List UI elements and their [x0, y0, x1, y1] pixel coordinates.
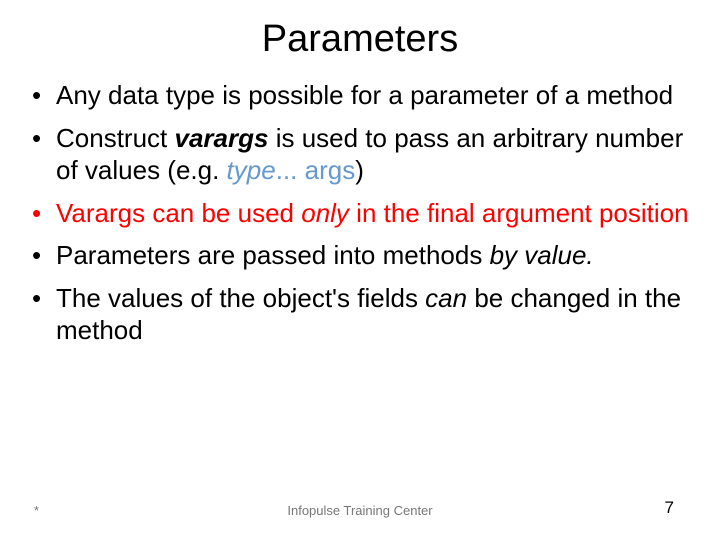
bullet-emph: only: [301, 198, 349, 228]
bullet-item: The values of the object's fields can be…: [28, 282, 692, 347]
bullet-text: The values of the object's fields: [56, 283, 425, 313]
bullet-text: Parameters are passed into methods: [56, 240, 490, 270]
slide-footer: * Infopulse Training Center 7: [0, 503, 720, 518]
bullet-text: Construct: [56, 123, 175, 153]
bullet-item: Any data type is possible for a paramete…: [28, 79, 692, 112]
bullet-code: type: [227, 155, 276, 185]
bullet-text: ): [355, 155, 364, 185]
bullet-emph: by value.: [490, 240, 594, 270]
footer-center: Infopulse Training Center: [0, 503, 720, 518]
footer-page-number: 7: [665, 498, 674, 518]
bullet-emph: can: [425, 283, 467, 313]
footer-left: *: [34, 503, 39, 518]
bullet-emph: varargs: [175, 123, 269, 153]
bullet-list: Any data type is possible for a paramete…: [28, 79, 692, 347]
bullet-item: Parameters are passed into methods by va…: [28, 239, 692, 272]
slide-title: Parameters: [28, 18, 692, 61]
bullet-code: args: [305, 155, 356, 185]
bullet-text: Varargs can be used: [56, 198, 301, 228]
bullet-item-warning: Varargs can be used only in the final ar…: [28, 197, 692, 230]
bullet-text: Any data type is possible for a paramete…: [56, 80, 673, 110]
bullet-item: Construct varargs is used to pass an arb…: [28, 122, 692, 187]
bullet-text: in the final argument position: [349, 198, 689, 228]
bullet-code: ...: [276, 155, 305, 185]
slide: Parameters Any data type is possible for…: [0, 0, 720, 540]
